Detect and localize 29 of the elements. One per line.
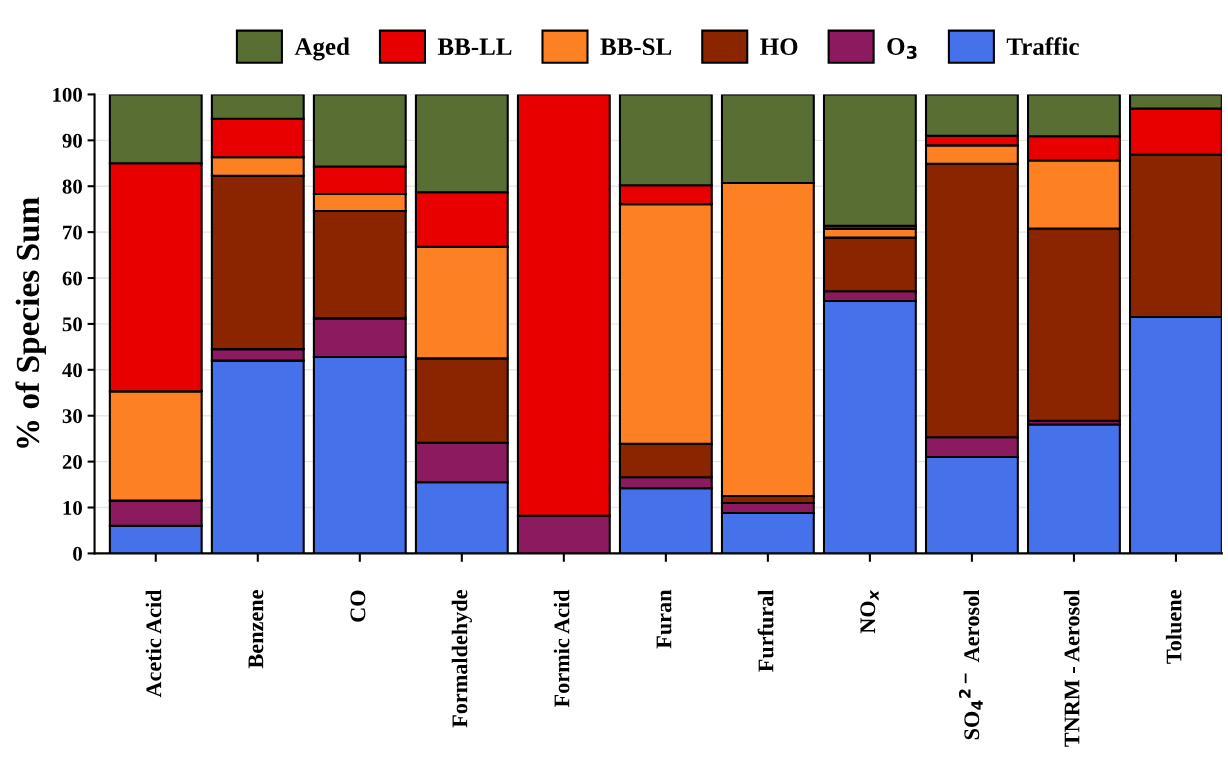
y-tick-label: 100 bbox=[53, 87, 82, 102]
y-tick-label: 60 bbox=[62, 271, 82, 286]
x-tick-label: TNRM - Aerosol bbox=[1063, 589, 1080, 747]
legend-label: HO bbox=[760, 38, 798, 56]
y-tick-label: 0 bbox=[73, 546, 82, 561]
y-axis-title: % of Species Sum bbox=[15, 197, 46, 448]
legend-label: BB-LL bbox=[437, 38, 512, 55]
y-tick-label: 20 bbox=[62, 454, 82, 470]
y-tick-label: 40 bbox=[62, 363, 82, 378]
x-tick-label: Formic Acid bbox=[553, 589, 570, 708]
y-tick-label: 10 bbox=[63, 500, 82, 515]
x-tick-label: CO bbox=[350, 590, 366, 622]
legend-label: Aged bbox=[294, 37, 350, 61]
x-tick-label: SO$_{4}$$^{2−}$ Aerosol bbox=[958, 589, 983, 740]
x-tick-label: Formaldehyde bbox=[451, 590, 472, 728]
legend-label: O$_{3}$ bbox=[887, 38, 917, 60]
x-tick-label: Acetic Acid bbox=[145, 589, 162, 698]
x-tick-label: NO$_{x}$ bbox=[860, 589, 879, 634]
x-tick-label: Furfural bbox=[757, 589, 774, 672]
y-tick-label: 50 bbox=[62, 317, 82, 332]
y-tick-label: 30 bbox=[62, 409, 82, 424]
x-tick-label: Benzene bbox=[248, 590, 264, 669]
legend-label: Traffic bbox=[1006, 37, 1079, 56]
y-tick-label: 90 bbox=[62, 133, 82, 148]
y-tick-label: 80 bbox=[62, 179, 82, 194]
x-tick-label: Furan bbox=[656, 589, 672, 649]
y-tick-label: 70 bbox=[63, 225, 82, 240]
legend-label: BB-SL bbox=[600, 38, 672, 56]
x-tick-label: Toluene bbox=[1165, 590, 1182, 664]
